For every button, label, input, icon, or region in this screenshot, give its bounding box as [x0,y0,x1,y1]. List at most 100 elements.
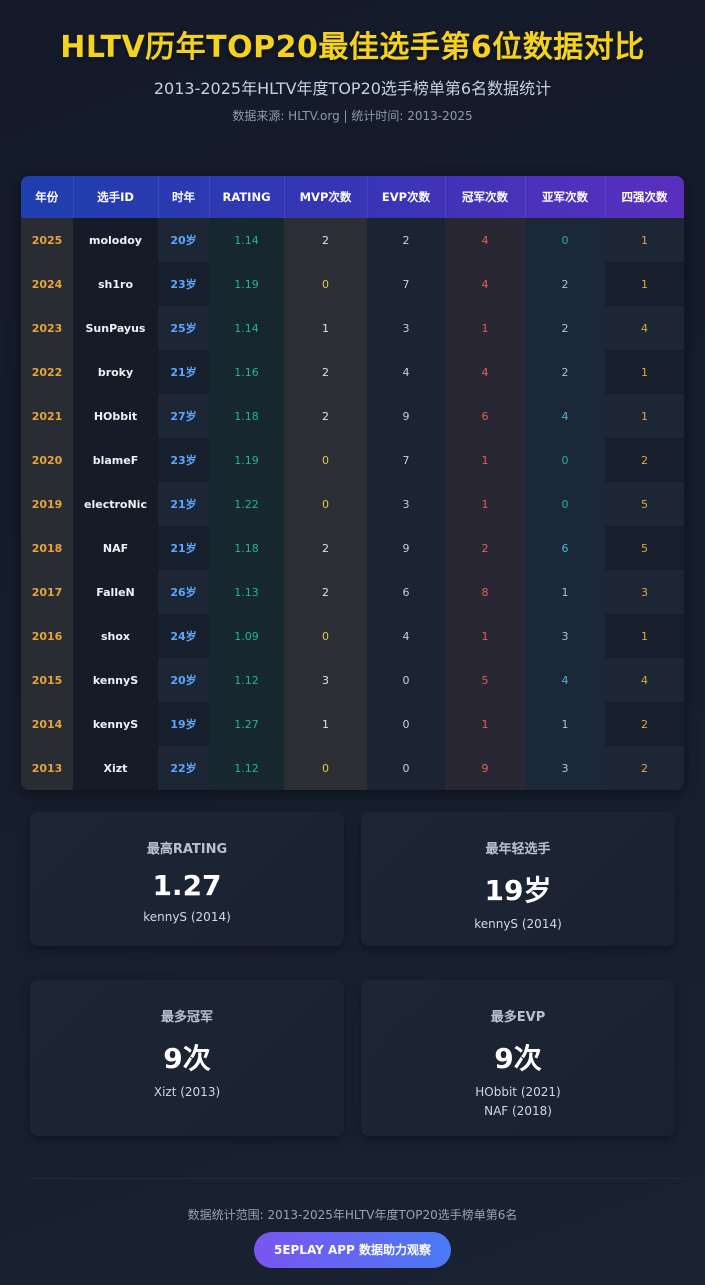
card-label: 最高RATING [146,842,228,857]
top4-count-cell: 1 [605,350,684,394]
column-header-runner-up[interactable]: 亚军次数 [525,176,606,218]
top4-count-cell: 3 [605,570,684,614]
data-source-note: 数据来源: HLTV.org | 统计时间: 2013-2025 [232,109,473,123]
year-cell: 2023 [21,306,73,350]
runner-up-count-cell: 2 [525,350,605,394]
age-cell: 23岁 [158,438,209,482]
runner-up-count-cell: 0 [525,482,605,526]
column-header-evp[interactable]: EVP次数 [367,176,446,218]
mvp-count-cell: 2 [284,394,367,438]
most-evp-card: 最多EVP 9次 HObbit (2021) NAF (2018) [361,980,675,1136]
highest-rating-card: 最高RATING 1.27 kennyS (2014) [30,812,344,946]
page-title: HLTV历年TOP20最佳选手第6位数据对比 [60,30,645,65]
runner-up-count-cell: 3 [525,746,605,790]
card-detail: kennyS (2014) [143,910,231,924]
column-header-mvp[interactable]: MVP次数 [284,176,368,218]
mvp-count-cell: 2 [284,526,367,570]
table-row: 2024 sh1ro 23岁 1.19 0 7 4 2 1 [21,262,684,306]
year-cell: 2022 [21,350,73,394]
rating-cell: 1.09 [209,614,284,658]
mvp-count-cell: 3 [284,658,367,702]
age-cell: 23岁 [158,262,209,306]
evp-count-cell: 7 [367,438,445,482]
champion-count-cell: 9 [445,746,525,790]
most-championships-card: 最多冠军 9次 Xizt (2013) [30,980,344,1136]
top4-count-cell: 1 [605,218,684,262]
card-value: 1.27 [152,869,222,902]
age-cell: 20岁 [158,658,209,702]
top4-count-cell: 1 [605,614,684,658]
player-id-cell: kennyS [73,658,158,702]
top4-count-cell: 2 [605,702,684,746]
card-value: 9次 [163,1042,211,1075]
table-body: 2025 molodoy 20岁 1.14 2 2 4 0 1 2024 sh1ro 23岁 1.19 0… [21,218,684,790]
champion-count-cell: 4 [445,350,525,394]
year-cell: 2021 [21,394,73,438]
column-header-rating[interactable]: RATING [209,176,285,218]
table-row: 2017 FalleN 26岁 1.13 2 6 8 1 3 [21,570,684,614]
year-cell: 2024 [21,262,73,306]
mvp-count-cell: 0 [284,482,367,526]
card-value: 9次 [494,1042,542,1075]
player-id-cell: shox [73,614,158,658]
evp-count-cell: 6 [367,570,445,614]
runner-up-count-cell: 0 [525,218,605,262]
mvp-count-cell: 2 [284,570,367,614]
champion-count-cell: 5 [445,658,525,702]
player-id-cell: kennyS [73,702,158,746]
runner-up-count-cell: 3 [525,614,605,658]
stats-table-container: 年份 选手ID 时年 RATING MVP次数 EVP次数 冠军次数 亚军次数 … [21,176,684,790]
year-cell: 2013 [21,746,73,790]
top4-count-cell: 1 [605,262,684,306]
table-row: 2025 molodoy 20岁 1.14 2 2 4 0 1 [21,218,684,262]
champion-count-cell: 1 [445,306,525,350]
year-cell: 2020 [21,438,73,482]
footer-divider [30,1178,685,1179]
champion-count-cell: 2 [445,526,525,570]
year-cell: 2017 [21,570,73,614]
column-header-champion[interactable]: 冠军次数 [445,176,526,218]
top4-count-cell: 4 [605,658,684,702]
top4-count-cell: 1 [605,394,684,438]
runner-up-count-cell: 0 [525,438,605,482]
champion-count-cell: 6 [445,394,525,438]
player-id-cell: molodoy [73,218,158,262]
runner-up-count-cell: 4 [525,394,605,438]
top4-count-cell: 2 [605,438,684,482]
age-cell: 21岁 [158,350,209,394]
player-id-cell: broky [73,350,158,394]
column-header-player[interactable]: 选手ID [73,176,159,218]
app-badge-button[interactable]: 5EPLAY APP 数据助力观察 [254,1232,451,1268]
top4-count-cell: 5 [605,482,684,526]
mvp-count-cell: 2 [284,218,367,262]
age-cell: 21岁 [158,526,209,570]
mvp-count-cell: 0 [284,746,367,790]
card-detail-line: NAF (2018) [484,1104,552,1118]
mvp-count-cell: 1 [284,306,367,350]
table-row: 2013 Xizt 22岁 1.12 0 0 9 3 2 [21,746,684,790]
top4-count-cell: 5 [605,526,684,570]
age-cell: 26岁 [158,570,209,614]
evp-count-cell: 4 [367,350,445,394]
table-row: 2022 broky 21岁 1.16 2 4 4 2 1 [21,350,684,394]
column-header-age[interactable]: 时年 [158,176,210,218]
year-cell: 2014 [21,702,73,746]
card-label: 最多冠军 [160,1010,213,1025]
runner-up-count-cell: 2 [525,262,605,306]
column-header-year[interactable]: 年份 [21,176,74,218]
table-row: 2023 SunPayus 25岁 1.14 1 3 1 2 4 [21,306,684,350]
table-row: 2019 electroNic 21岁 1.22 0 3 1 0 5 [21,482,684,526]
table-row: 2018 NAF 21岁 1.18 2 9 2 6 5 [21,526,684,570]
rating-cell: 1.18 [209,526,284,570]
evp-count-cell: 0 [367,746,445,790]
age-cell: 27岁 [158,394,209,438]
card-detail: HObbit (2021) NAF (2018) [361,1083,675,1121]
card-label: 最年轻选手 [485,842,551,857]
evp-count-cell: 0 [367,702,445,746]
year-cell: 2025 [21,218,73,262]
champion-count-cell: 4 [445,262,525,306]
rating-cell: 1.19 [209,262,284,306]
evp-count-cell: 7 [367,262,445,306]
year-cell: 2015 [21,658,73,702]
column-header-top4[interactable]: 四强次数 [605,176,684,218]
